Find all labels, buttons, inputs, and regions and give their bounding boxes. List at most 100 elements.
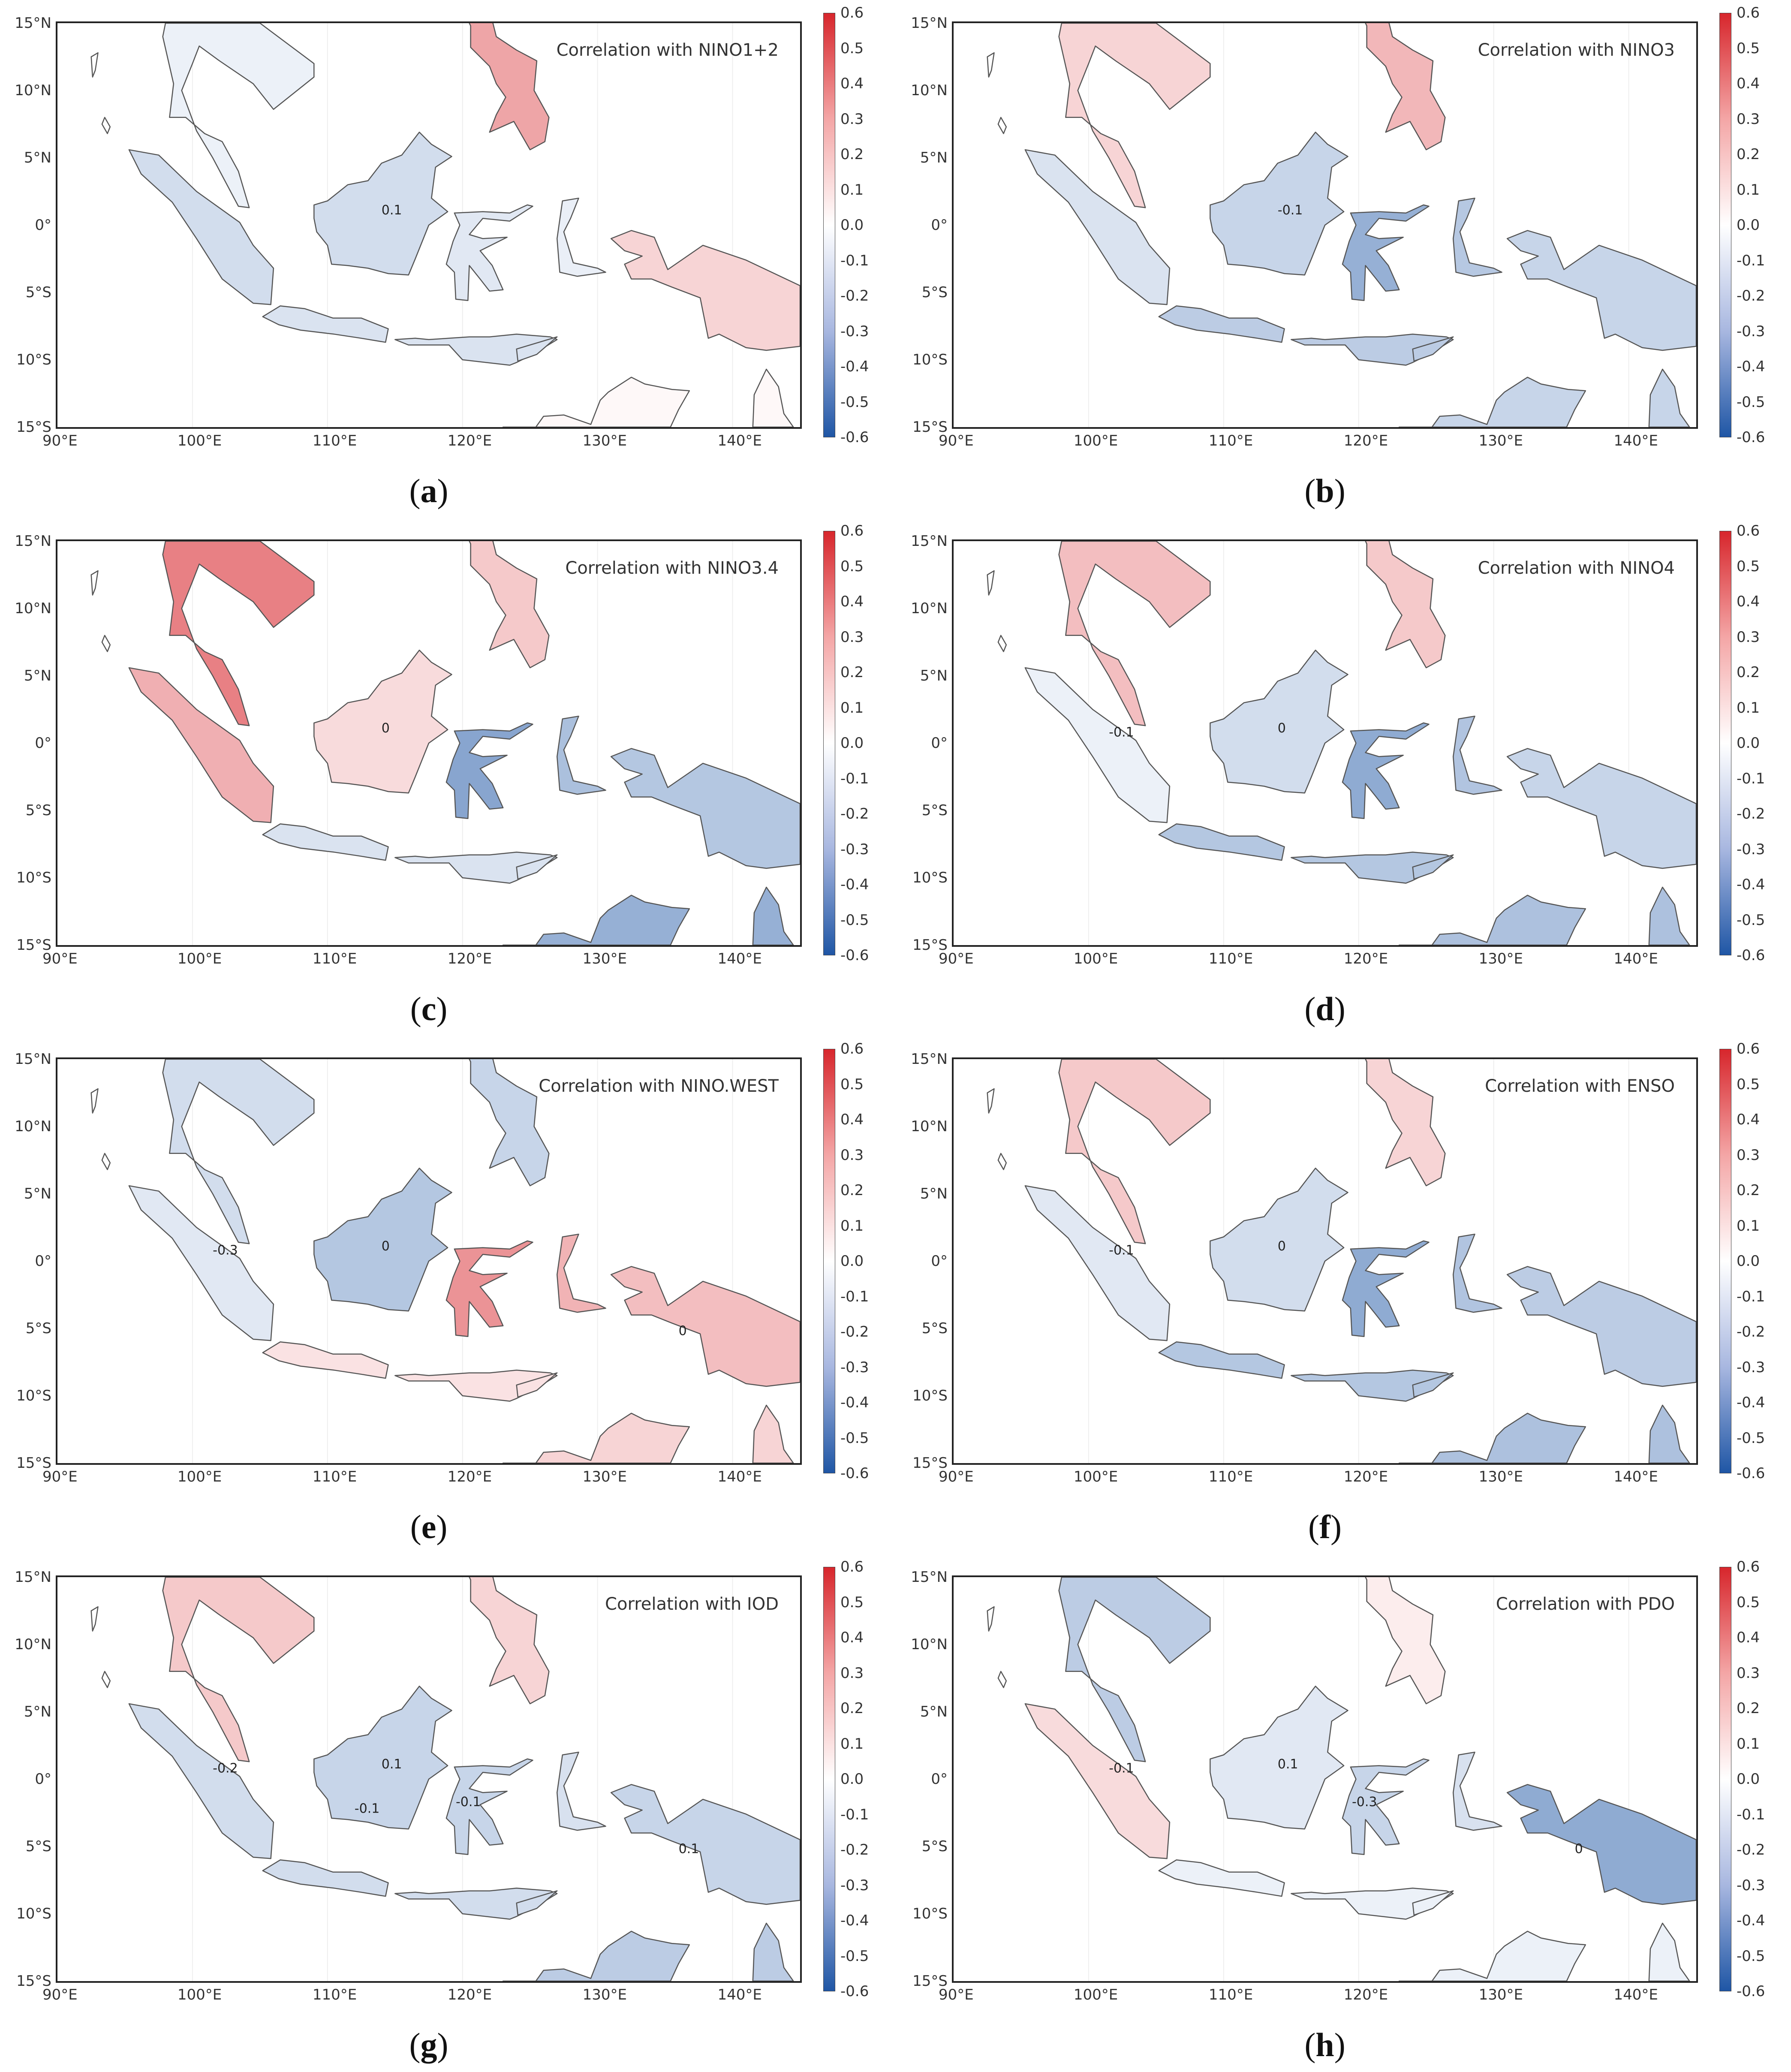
land-timor-patch: [516, 336, 558, 362]
latitude-tick-label: 10°S: [16, 869, 51, 886]
colorbar-tick-label: 0.4: [1737, 1111, 1760, 1128]
latitude-tick-label: 15°N: [911, 1569, 948, 1586]
land-sumatra: [1024, 1703, 1171, 1859]
longitude-tick-label: 140°E: [717, 1986, 762, 2003]
longitude-tick-label: 90°E: [939, 950, 974, 967]
colorbar-tick-label: 0.6: [840, 522, 864, 539]
latitude-tick-label: 15°N: [911, 533, 948, 550]
map-panel-c: 0 Correlation with NINO3.4 90°E 100°E 110°E 1…: [9, 518, 905, 1036]
longitude-tick-label: 110°E: [312, 432, 357, 449]
longitude-tick-label: 120°E: [447, 432, 492, 449]
land-sumatra: [128, 1185, 274, 1341]
contour-label: -0.3: [1352, 1795, 1377, 1810]
map-frame: -0.1 Correlation with NINO3: [952, 21, 1698, 429]
colorbar-tick-label: -0.6: [840, 947, 869, 964]
land-nicobar: [997, 635, 1007, 652]
colorbar-tick-label: 0.1: [840, 699, 864, 717]
longitude-tick-label: 120°E: [447, 1986, 492, 2003]
colorbar: [823, 531, 835, 955]
land-borneo: [313, 650, 452, 794]
land-java: [262, 1341, 389, 1379]
land-cape-york: [1648, 886, 1690, 945]
latitude-tick-label: 5°S: [921, 802, 948, 819]
latitude-tick-label: 15°N: [15, 533, 51, 550]
colorbar-tick-label: 0.4: [840, 593, 864, 610]
colorbar-tick-label: -0.3: [1737, 1358, 1765, 1376]
map-panel-h: 0.1 -0.1 0 -0.3 Correlation with PDO 90°E 100°…: [905, 1554, 1791, 2072]
land-timor-patch: [1412, 854, 1454, 880]
land-timor-patch: [516, 1372, 558, 1398]
panel-letter-text: d: [1315, 990, 1334, 1027]
colorbar-tick-label: -0.1: [1737, 1288, 1765, 1305]
longitude-tick-label: 100°E: [1073, 1986, 1118, 2003]
colorbar-tick-label: -0.4: [840, 876, 869, 893]
land-sulawesi: [445, 204, 533, 301]
latitude-tick-label: 10°N: [911, 1636, 948, 1653]
land-borneo: [313, 1168, 452, 1312]
colorbar-tick-label: -0.4: [1737, 1394, 1765, 1411]
colorbar-tick-label: -0.3: [840, 1358, 869, 1376]
contour-label: -0.1: [1109, 1243, 1134, 1258]
colorbar-tick-label: -0.2: [840, 1323, 869, 1340]
land-australia: [502, 1412, 690, 1463]
colorbar-tick-label: 0.5: [1737, 1075, 1760, 1093]
colorbar-tick-label: -0.6: [840, 1465, 869, 1482]
colorbar-tick-label: 0.6: [840, 1558, 864, 1575]
latitude-tick-label: 15°N: [15, 15, 51, 32]
colorbar-tick-label: -0.1: [840, 252, 869, 269]
land-cape-york: [752, 1404, 794, 1463]
colorbar-tick-label: 0.5: [1737, 557, 1760, 575]
longitude-tick-label: 90°E: [939, 432, 974, 449]
land-sri-lanka-like: [90, 570, 99, 596]
colorbar-tick-label: 0.5: [1737, 1593, 1760, 1611]
contour-label: 0: [1575, 1842, 1583, 1857]
longitude-tick-label: 110°E: [1208, 1986, 1253, 2003]
land-borneo: [313, 132, 452, 276]
panel-letter: (b): [1304, 472, 1346, 509]
latitude-tick-label: 5°S: [921, 1320, 948, 1337]
land-nicobar: [101, 1153, 111, 1170]
contour-label: 0.1: [382, 203, 402, 218]
latitude-tick-label: 5°N: [24, 149, 51, 166]
latitude-tick-label: 10°N: [15, 1636, 51, 1653]
longitude-tick-label: 110°E: [312, 1986, 357, 2003]
land-new-guinea: [1506, 1784, 1696, 1905]
colorbar-tick-label: 0.4: [1737, 1629, 1760, 1646]
latitude-tick-label: 15°S: [912, 419, 948, 436]
land-new-guinea: [1506, 748, 1696, 869]
colorbar-tick-label: -0.6: [1737, 947, 1765, 964]
colorbar-tick-label: 0.5: [840, 1593, 864, 1611]
contour-label: -0.1: [1278, 203, 1303, 218]
land-indochina: [162, 23, 315, 208]
land-sulawesi: [445, 722, 533, 819]
colorbar-tick-label: -0.1: [840, 770, 869, 787]
colorbar-tick-label: 0.2: [1737, 664, 1760, 681]
longitude-tick-label: 90°E: [939, 1468, 974, 1485]
colorbar-tick-label: 0.0: [840, 217, 864, 234]
colorbar: [823, 13, 835, 437]
longitude-tick-label: 130°E: [1478, 1468, 1523, 1485]
colorbar-tick-label: 0.1: [1737, 1735, 1760, 1753]
land-sulawesi: [1342, 722, 1430, 819]
map-panel-f: 0 -0.1 Correlation with ENSO 90°E 100°E 110°E…: [905, 1036, 1791, 1554]
colorbar-tick-label: 0.4: [840, 1629, 864, 1646]
latitude-tick-label: 15°S: [16, 1973, 51, 1990]
land-sri-lanka-like: [987, 1606, 995, 1632]
colorbar-tick-label: 0.3: [840, 110, 864, 128]
land-philippines: [1365, 1577, 1446, 1705]
map-title: Correlation with ENSO: [1485, 1076, 1675, 1096]
land-cape-york: [1648, 1922, 1690, 1981]
colorbar-tick-label: -0.5: [840, 1429, 869, 1447]
land-java: [1158, 305, 1285, 343]
panel-letter: (g): [409, 2026, 449, 2063]
map-canvas: 0 -0.3 0: [90, 1059, 800, 1463]
longitude-tick-label: 130°E: [1478, 950, 1523, 967]
land-indochina: [162, 1059, 315, 1244]
colorbar: [1719, 13, 1731, 437]
colorbar-tick-label: 0.6: [1737, 1558, 1760, 1575]
land-timor-patch: [1412, 1890, 1454, 1916]
longitude-tick-label: 110°E: [312, 1468, 357, 1485]
land-sumatra: [1024, 667, 1171, 823]
map-title: Correlation with NINO3: [1478, 40, 1675, 60]
land-indochina: [162, 541, 315, 726]
